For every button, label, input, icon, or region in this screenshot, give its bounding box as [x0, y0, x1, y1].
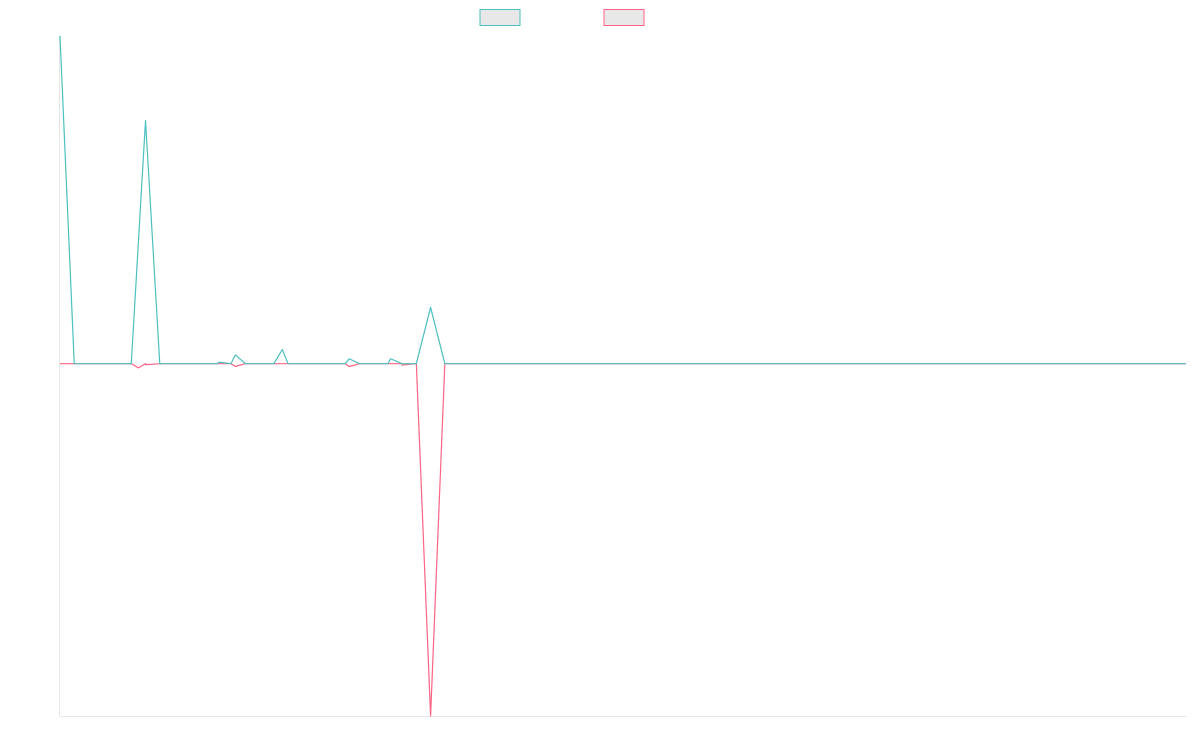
chart-axes: [59, 36, 1186, 717]
legend-swatch-series-1[interactable]: [479, 9, 521, 26]
chart-legend[interactable]: [479, 9, 645, 26]
series-line-2: [60, 363, 1186, 717]
plot-area: [59, 35, 1186, 717]
series-line-1: [59, 35, 1186, 365]
legend-swatch-series-2[interactable]: [603, 9, 645, 26]
